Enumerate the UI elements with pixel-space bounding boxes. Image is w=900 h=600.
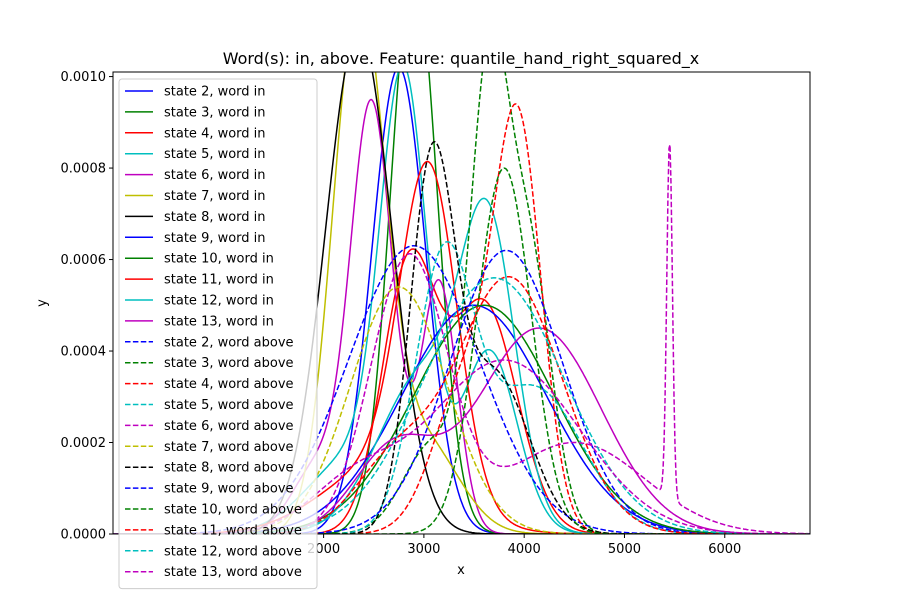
legend-label: state 3, word above bbox=[164, 356, 294, 371]
x-axis-label: x bbox=[457, 563, 465, 578]
legend-label: state 9, word in bbox=[164, 231, 266, 246]
x-tick-label: 6000 bbox=[708, 542, 741, 557]
series-line bbox=[113, 141, 810, 534]
series-line bbox=[113, 72, 810, 534]
legend-label: state 12, word in bbox=[164, 294, 274, 309]
legend-label: state 7, word above bbox=[164, 440, 294, 455]
legend-label: state 5, word in bbox=[164, 147, 266, 162]
y-tick-label: 0.0008 bbox=[61, 162, 107, 177]
plot-frame bbox=[112, 71, 811, 535]
y-tick-label: 0.0000 bbox=[61, 528, 107, 543]
legend-label: state 9, word above bbox=[164, 482, 294, 497]
y-tick-label: 0.0004 bbox=[61, 345, 107, 360]
legend-label: state 10, word in bbox=[164, 252, 274, 267]
legend-label: state 6, word in bbox=[164, 168, 266, 183]
series-line bbox=[113, 103, 810, 534]
legend-label: state 6, word above bbox=[164, 419, 294, 434]
legend-label: state 11, word in bbox=[164, 273, 274, 288]
series-line bbox=[113, 275, 810, 534]
legend-label: state 4, word in bbox=[164, 126, 266, 141]
legend-label: state 10, word above bbox=[164, 503, 302, 518]
legend-label: state 4, word above bbox=[164, 377, 294, 392]
series-line bbox=[113, 245, 810, 534]
legend-label: state 3, word in bbox=[164, 105, 266, 120]
legend-label: state 2, word in bbox=[164, 85, 266, 100]
y-tick-label: 0.0002 bbox=[61, 436, 107, 451]
y-axis-label: y bbox=[35, 299, 50, 307]
legend-label: state 5, word above bbox=[164, 398, 294, 413]
legend-label: state 13, word above bbox=[164, 565, 302, 580]
x-tick-label: 4000 bbox=[508, 542, 541, 557]
series-line bbox=[113, 72, 810, 534]
series-line bbox=[113, 167, 810, 534]
legend-label: state 2, word above bbox=[164, 335, 294, 350]
series-line bbox=[113, 143, 810, 534]
legend-label: state 7, word in bbox=[164, 189, 266, 204]
chart-title: Word(s): in, above. Feature: quantile_ha… bbox=[223, 49, 700, 69]
legend-label: state 11, word above bbox=[164, 523, 302, 538]
series-line bbox=[113, 197, 810, 534]
series-line bbox=[113, 327, 810, 534]
y-tick-label: 0.0010 bbox=[61, 70, 107, 85]
x-tick-label: 3000 bbox=[407, 542, 440, 557]
series-line bbox=[113, 72, 810, 534]
legend-label: state 8, word in bbox=[164, 210, 266, 225]
y-axis: 0.0000 0.0002 0.0004 0.0006 0.0008 0.0010 bbox=[61, 70, 113, 543]
series-line bbox=[113, 72, 810, 534]
legend-label: state 12, word above bbox=[164, 544, 302, 559]
legend-label: state 8, word above bbox=[164, 461, 294, 476]
legend-label: state 13, word in bbox=[164, 314, 274, 329]
y-tick-label: 0.0006 bbox=[61, 253, 107, 268]
legend-box bbox=[118, 78, 318, 590]
series-line bbox=[113, 359, 810, 534]
x-tick-label: 5000 bbox=[608, 542, 641, 557]
series-lines bbox=[113, 72, 810, 534]
legend: state 2, word in state 3, word in state 4,… bbox=[118, 78, 318, 590]
